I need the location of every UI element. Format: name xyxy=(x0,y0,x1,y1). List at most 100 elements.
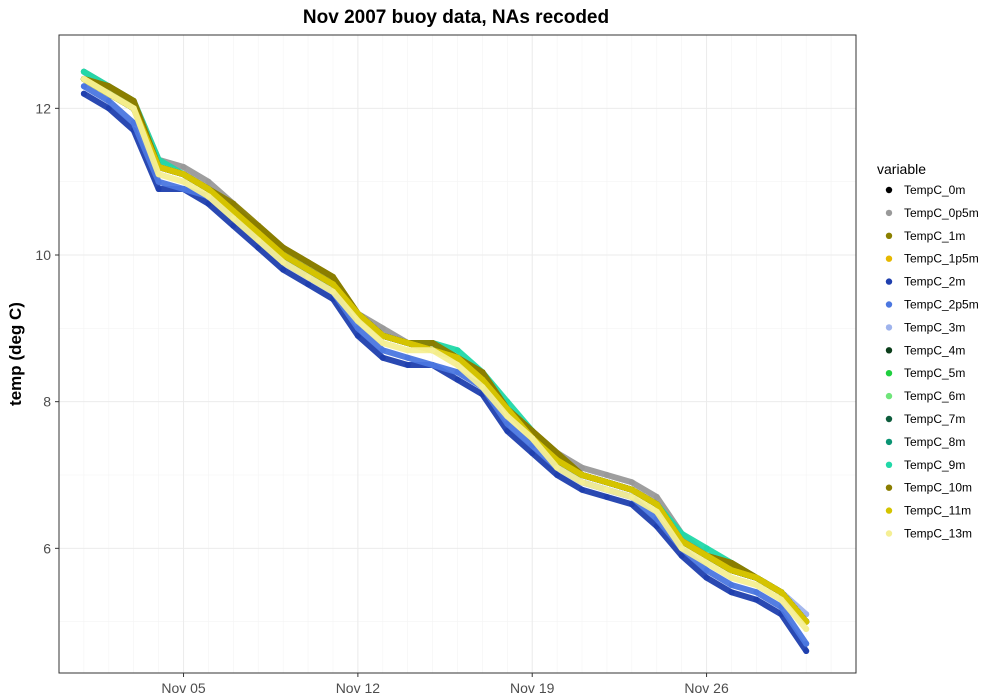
data-point-TempC_11m xyxy=(280,252,287,258)
data-point-TempC_13m xyxy=(404,347,411,354)
data-point-TempC_2m xyxy=(255,244,262,251)
legend-label-TempC_8m: TempC_8m xyxy=(904,435,965,449)
legend-key-TempC_3m xyxy=(885,324,893,331)
data-point-TempC_13m xyxy=(728,574,735,581)
data-point-TempC_13m xyxy=(130,105,137,112)
data-point-TempC_13m xyxy=(778,596,785,603)
data-point-TempC_0p5m xyxy=(603,472,610,478)
legend-label-TempC_7m: TempC_7m xyxy=(904,412,965,426)
legend-label-TempC_3m: TempC_3m xyxy=(904,320,965,334)
data-point-TempC_10m xyxy=(554,450,561,456)
data-point-TempC_13m xyxy=(529,435,536,442)
data-point-TempC_10m xyxy=(130,98,137,104)
data-point-TempC_10m xyxy=(255,222,262,229)
data-point-TempC_13m xyxy=(205,193,212,200)
data-point-TempC_13m xyxy=(230,215,237,222)
data-point-TempC_13m xyxy=(579,479,585,486)
legend-label-TempC_1m: TempC_1m xyxy=(904,229,965,243)
data-point-TempC_11m xyxy=(255,230,262,236)
data-point-TempC_2p5m xyxy=(454,369,461,376)
data-point-TempC_13m xyxy=(703,560,710,566)
data-point-TempC_13m xyxy=(479,384,486,390)
data-point-TempC_13m xyxy=(354,318,361,324)
data-point-TempC_2m xyxy=(105,105,112,112)
plot-border xyxy=(58,34,857,674)
y-tick-label: 10 xyxy=(35,247,51,263)
legend-key-TempC_1p5m xyxy=(885,255,893,262)
legend: variable TempC_0m TempC_0p5m TempC_1m TempC… xyxy=(877,161,979,541)
legend-label-TempC_2m: TempC_2m xyxy=(904,275,965,289)
series-line-TempC_13m xyxy=(80,76,810,632)
data-point-TempC_11m xyxy=(205,186,212,192)
data-point-TempC_2m xyxy=(404,362,411,368)
data-point-TempC_13m xyxy=(753,582,760,588)
grid xyxy=(58,35,857,673)
data-point-TempC_10m xyxy=(429,340,436,346)
legend-label-TempC_10m: TempC_10m xyxy=(904,481,972,495)
data-point-TempC_2m xyxy=(280,266,287,273)
data-point-TempC_0p5m xyxy=(180,164,187,170)
data-point-TempC_13m xyxy=(653,508,660,515)
data-point-TempC_2p5m xyxy=(703,567,710,574)
x-tick-label: Nov 19 xyxy=(510,680,555,696)
data-point-TempC_13m xyxy=(454,362,461,368)
data-point-TempC_11m xyxy=(703,552,710,559)
data-point-TempC_13m xyxy=(330,288,336,295)
data-point-TempC_2m xyxy=(678,552,685,559)
chart-title: Nov 2007 buoy data, NAs recoded xyxy=(303,7,609,28)
data-point-TempC_2m xyxy=(354,332,361,339)
legend-key-TempC_2m xyxy=(885,278,893,285)
data-point-TempC_2m xyxy=(529,450,536,456)
axes: Nov 05 Nov 12 Nov 19 Nov 26 6 8 10 12 xyxy=(35,100,729,696)
data-point-TempC_0p5m xyxy=(653,494,660,500)
data-point-TempC_2p5m xyxy=(354,325,361,332)
data-point-TempC_2m xyxy=(379,354,386,361)
legend-key-TempC_13m xyxy=(885,530,893,537)
data-point-TempC_2p5m xyxy=(728,582,735,588)
data-point-TempC_2p5m xyxy=(105,98,112,104)
data-point-TempC_11m xyxy=(728,567,735,574)
data-point-TempC_13m xyxy=(678,545,685,552)
legend-key-TempC_2p5m xyxy=(885,301,893,308)
data-point-TempC_13m xyxy=(603,486,610,493)
data-point-TempC_13m xyxy=(429,347,436,354)
legend-key-TempC_11m xyxy=(885,507,893,514)
data-point-TempC_11m xyxy=(753,574,760,581)
data-point-TempC_13m xyxy=(803,626,810,632)
legend-key-TempC_5m xyxy=(885,370,893,377)
data-point-TempC_2m xyxy=(454,376,461,383)
data-point-TempC_2m xyxy=(603,494,610,500)
data-point-TempC_2m xyxy=(504,428,511,434)
data-point-TempC_9m xyxy=(80,68,87,75)
data-point-TempC_10m xyxy=(230,200,237,207)
data-point-TempC_2m xyxy=(628,501,635,508)
data-point-TempC_10m xyxy=(479,369,486,376)
data-point-TempC_11m xyxy=(454,354,461,361)
legend-key-TempC_9m xyxy=(885,461,893,468)
data-point-TempC_2p5m xyxy=(803,640,810,647)
legend-key-TempC_0m xyxy=(885,186,893,194)
legend-label-TempC_9m: TempC_9m xyxy=(904,458,965,472)
data-point-TempC_11m xyxy=(305,266,312,273)
legend-key-TempC_4m xyxy=(885,347,893,354)
data-point-TempC_13m xyxy=(255,237,262,244)
data-point-TempC_13m xyxy=(180,178,187,185)
legend-label-TempC_1p5m: TempC_1p5m xyxy=(904,252,979,266)
data-point-TempC_10m xyxy=(280,244,287,251)
y-tick-label: 6 xyxy=(43,540,51,556)
data-point-TempC_2m xyxy=(155,186,162,192)
data-point-TempC_2m xyxy=(579,486,585,493)
legend-label-TempC_5m: TempC_5m xyxy=(904,366,965,380)
data-point-TempC_11m xyxy=(653,501,660,508)
data-point-TempC_11m xyxy=(479,376,486,383)
data-point-TempC_11m xyxy=(628,486,635,493)
data-point-TempC_9m xyxy=(703,545,710,552)
data-point-TempC_2m xyxy=(728,589,735,596)
data-point-TempC_2p5m xyxy=(753,589,760,596)
data-point-TempC_10m xyxy=(305,259,312,266)
legend-key-TempC_1m xyxy=(885,232,893,239)
series-line-TempC_2m xyxy=(80,90,810,654)
legend-label-TempC_11m: TempC_11m xyxy=(904,504,971,518)
data-point-TempC_10m xyxy=(728,560,735,566)
data-point-TempC_2m xyxy=(205,200,212,207)
